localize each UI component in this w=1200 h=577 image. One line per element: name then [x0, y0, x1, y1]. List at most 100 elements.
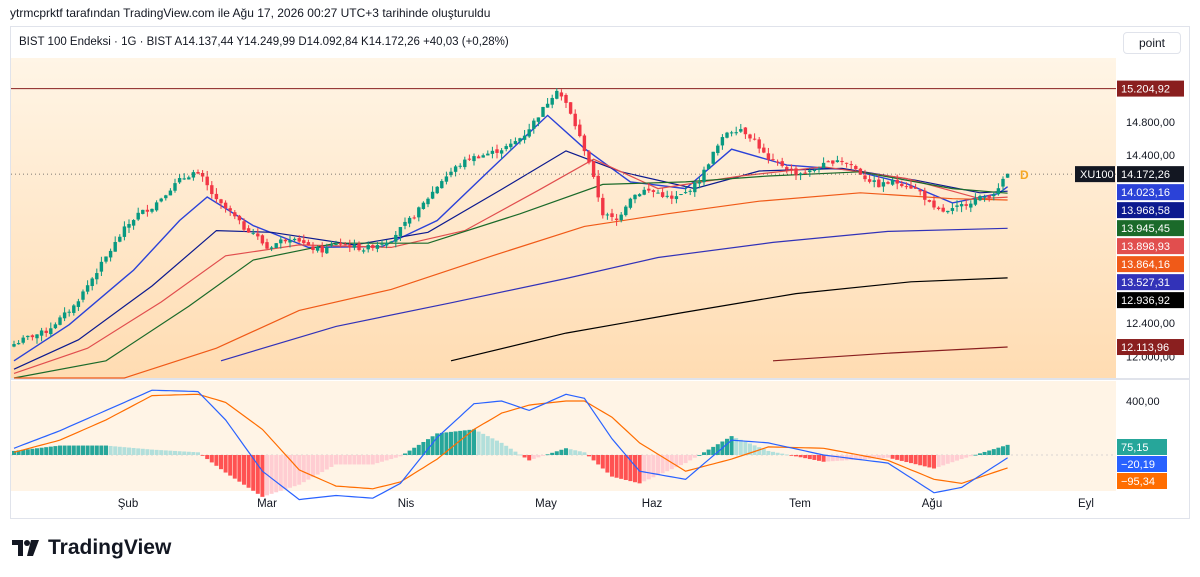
scale-mode-button[interactable]: point [1123, 32, 1181, 54]
candle [578, 119, 582, 138]
candle [141, 209, 145, 215]
candle [302, 234, 306, 246]
macd-histogram-bar [959, 455, 964, 460]
candle [348, 239, 352, 252]
macd-histogram-bar [246, 455, 251, 488]
macd-histogram-bar [895, 455, 900, 460]
candle [720, 134, 725, 150]
macd-histogram-bar [71, 445, 76, 455]
macd-histogram-bar [821, 455, 826, 462]
time-tick-label: Ağu [922, 498, 942, 510]
macd-histogram-bar [531, 455, 536, 459]
candle [85, 280, 90, 295]
macd-histogram-bar [449, 431, 453, 455]
macd-histogram-bar [508, 448, 513, 455]
candle [610, 208, 614, 222]
candle [49, 322, 53, 337]
candle [251, 228, 255, 236]
macd-histogram-bar [1005, 444, 1010, 455]
macd-histogram-bar [163, 450, 168, 455]
macd-histogram-bar [766, 450, 771, 455]
candle [973, 193, 978, 207]
macd-histogram-bar [973, 454, 978, 456]
candle [582, 133, 587, 156]
candle [35, 334, 39, 344]
candle [904, 182, 909, 190]
macd-histogram-bar [550, 452, 555, 455]
macd-histogram-bar [209, 455, 214, 463]
macd-histogram-bar [444, 432, 449, 455]
last-price-tag: 14.172,26 [1117, 166, 1184, 183]
macd-histogram-bar [62, 445, 67, 455]
candle [210, 181, 214, 199]
macd-histogram-bar [568, 449, 573, 455]
macd-histogram-bar [541, 455, 545, 456]
candle [647, 183, 651, 193]
candle [674, 191, 679, 204]
candle [895, 174, 899, 190]
candle [177, 174, 182, 184]
macd-histogram-bar [94, 445, 99, 455]
macd-histogram-bar [242, 455, 246, 485]
macd-histogram-bar [329, 455, 334, 467]
candle [104, 256, 108, 264]
macd-histogram-bar [320, 455, 325, 473]
candle [513, 137, 518, 145]
candle [127, 219, 131, 233]
candle [734, 126, 738, 136]
macd-histogram-bar [361, 455, 366, 465]
macd-histogram-bar [729, 436, 734, 455]
macd-histogram-bar [485, 436, 490, 455]
candle [16, 340, 21, 345]
macd-histogram-bar [403, 453, 407, 455]
candle [849, 160, 853, 170]
candle [223, 200, 228, 213]
candle [840, 157, 844, 166]
macd-histogram-bar [136, 448, 141, 455]
candle [946, 210, 950, 214]
macd-histogram-bar [357, 455, 361, 465]
candle [191, 169, 196, 181]
macd-histogram-bar [982, 451, 987, 455]
moving-average-line-7 [450, 277, 1008, 362]
macd-histogram-bar [812, 455, 817, 460]
candle [30, 334, 35, 341]
macd-histogram-bar [826, 455, 831, 462]
macd-histogram-bar [830, 455, 835, 462]
candle [306, 239, 311, 246]
price-pane-background [11, 58, 1116, 378]
candle [683, 186, 688, 194]
svg-text:−20,19: −20,19 [1121, 459, 1155, 471]
candle [343, 241, 347, 246]
candle [555, 88, 559, 100]
macd-histogram-bar [223, 455, 228, 473]
candle [398, 227, 403, 242]
macd-histogram-bar [435, 433, 440, 455]
macd-histogram-bar [978, 453, 982, 455]
macd-histogram-bar [472, 429, 476, 455]
macd-histogram-bar [407, 450, 412, 455]
candle [260, 234, 265, 246]
candle [265, 238, 269, 250]
macd-histogram-bar [789, 455, 794, 456]
macd-histogram-bar [301, 455, 306, 483]
macd-histogram-bar [140, 448, 145, 455]
macd-histogram-bar [605, 455, 610, 473]
chart-frame [10, 26, 1190, 519]
candle [964, 198, 968, 210]
macd-histogram-bar [876, 455, 881, 459]
candle [108, 248, 113, 262]
macd-histogram-bar [711, 446, 716, 455]
candle [651, 189, 656, 198]
candle [619, 212, 623, 223]
candle [923, 187, 927, 206]
macd-histogram-bar [182, 451, 187, 455]
macd-histogram-bar [21, 449, 26, 455]
macd-histogram-bar [683, 455, 688, 464]
moving-average-line-1 [13, 114, 1009, 362]
candle [283, 238, 288, 244]
candle [361, 248, 366, 254]
candle [12, 340, 16, 348]
macd-histogram-bar [743, 441, 748, 455]
